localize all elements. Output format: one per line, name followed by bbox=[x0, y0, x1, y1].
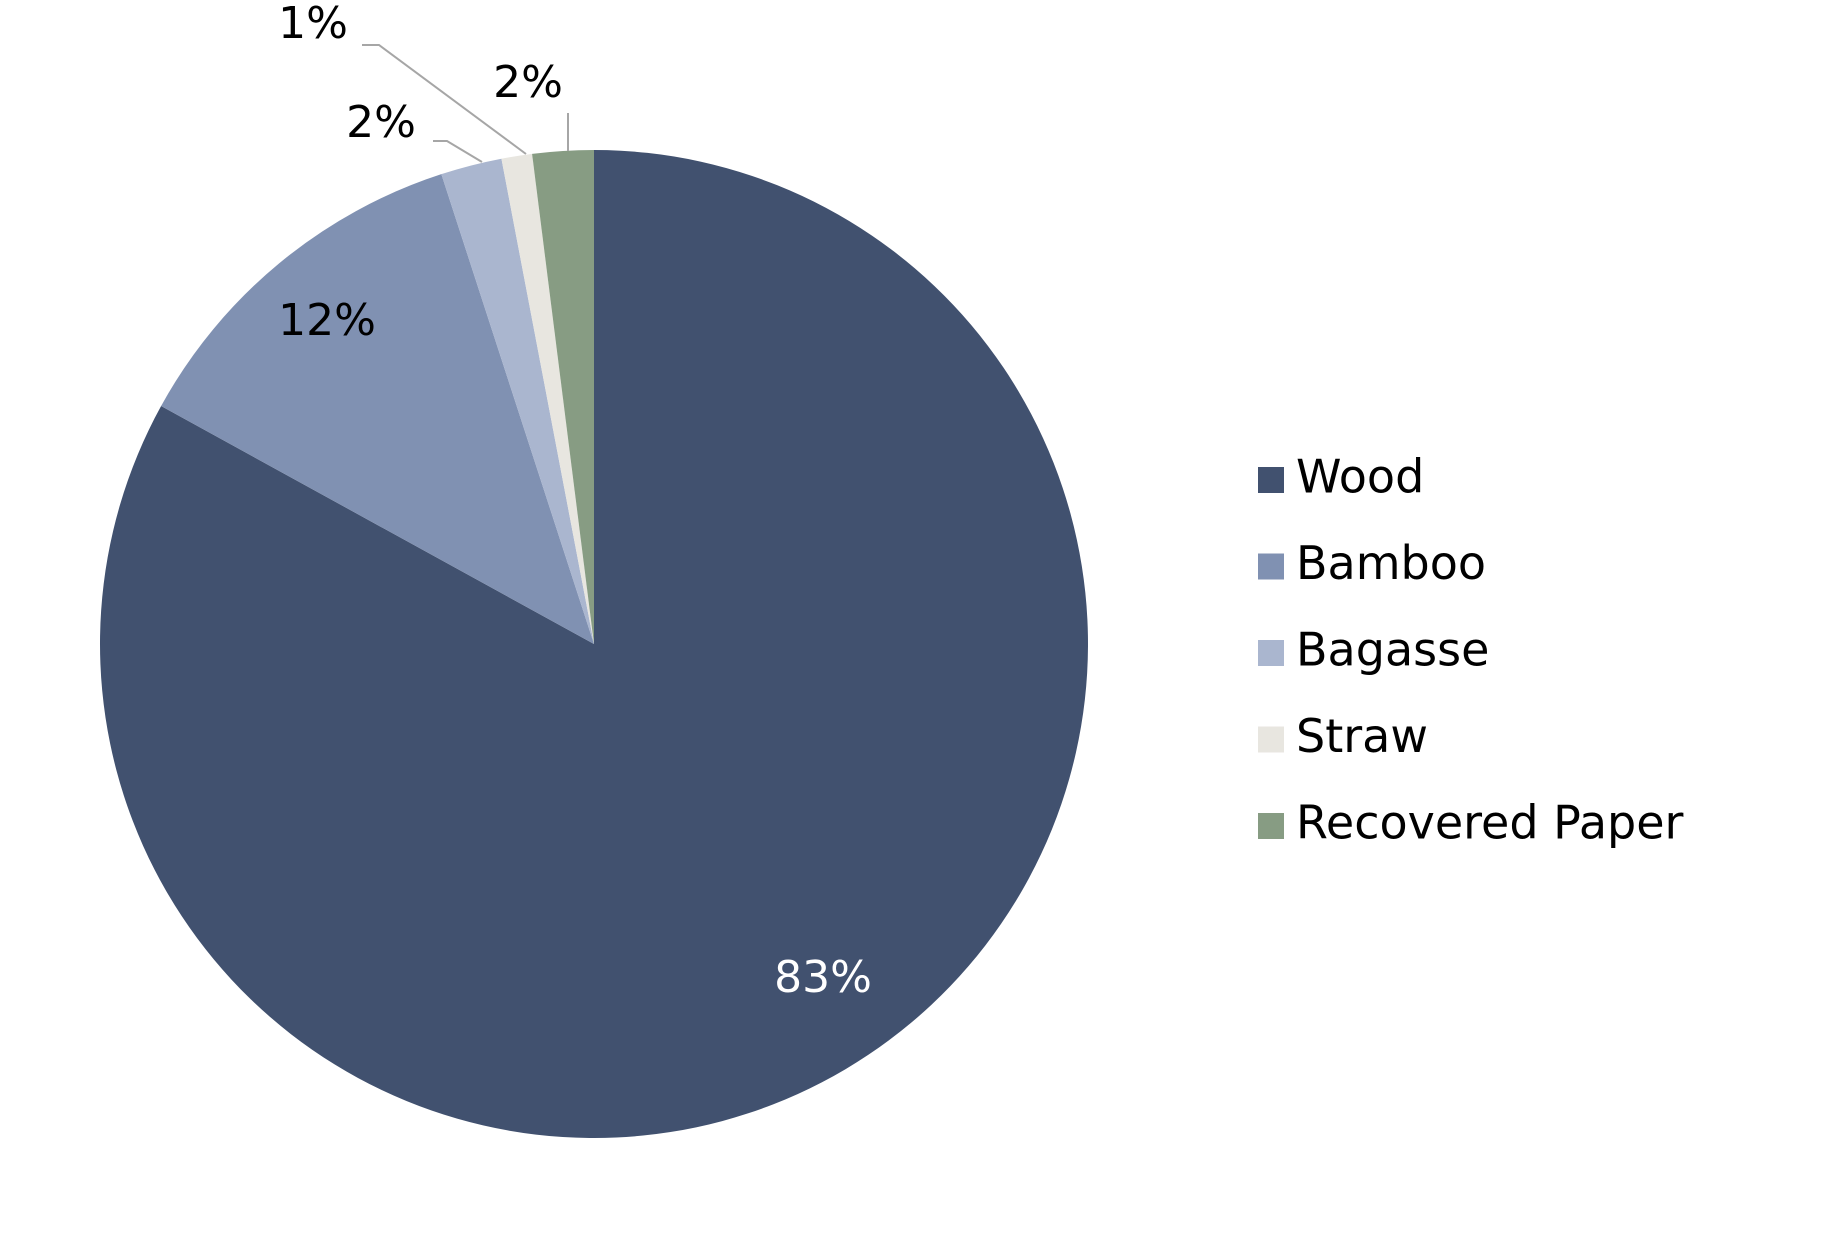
legend-label: Bagasse bbox=[1296, 623, 1489, 677]
legend-swatch bbox=[1258, 813, 1284, 839]
legend-swatch bbox=[1258, 640, 1284, 666]
data-label: 12% bbox=[278, 295, 376, 346]
leader-line bbox=[362, 44, 527, 155]
data-label: 1% bbox=[278, 0, 348, 49]
pie-slice bbox=[441, 158, 594, 644]
data-label: 2% bbox=[493, 57, 563, 108]
legend-label: Wood bbox=[1296, 450, 1424, 504]
pie-slice bbox=[532, 150, 594, 644]
legend-label: Bamboo bbox=[1296, 536, 1486, 590]
pie-slice bbox=[99, 150, 1088, 1139]
legend-swatch bbox=[1258, 726, 1284, 753]
pie-slice bbox=[161, 174, 595, 644]
data-label: 83% bbox=[774, 952, 872, 1003]
legend-swatch bbox=[1258, 553, 1284, 580]
data-label: 2% bbox=[346, 97, 416, 148]
legend-label: Straw bbox=[1296, 709, 1428, 763]
legend-label: Recovered Paper bbox=[1296, 796, 1684, 850]
pie-slice bbox=[501, 153, 594, 645]
legend-swatch bbox=[1258, 467, 1284, 493]
leader-line bbox=[433, 140, 483, 163]
